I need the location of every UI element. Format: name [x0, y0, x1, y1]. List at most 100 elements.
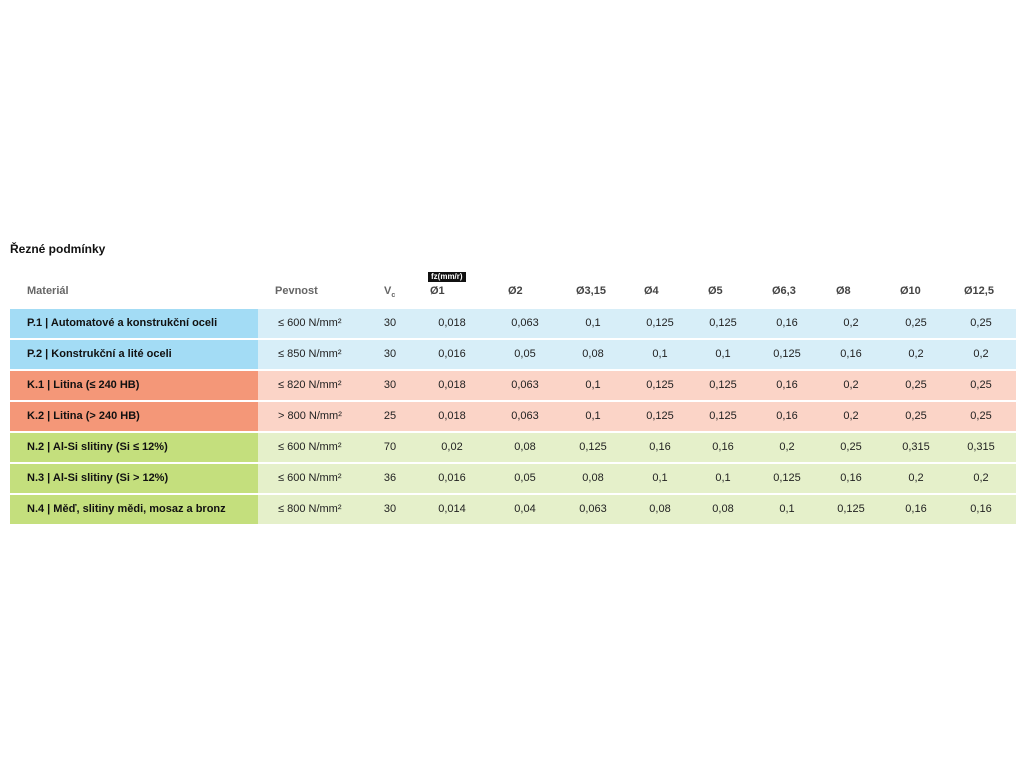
material-name: N.4 | Měď, slitiny mědi, mosaz a bronz	[27, 503, 226, 515]
feed-value: 0,125	[579, 441, 607, 453]
material-name: K.1 | Litina (≤ 240 HB)	[27, 379, 140, 391]
feed-value: 0,16	[970, 503, 992, 515]
feed-value: 0,016	[438, 348, 466, 360]
vc-symbol: V	[384, 285, 392, 297]
feed-value: 0,315	[902, 441, 930, 453]
feed-value: 0,2	[779, 441, 795, 453]
values-cell: ≤ 600 N/mm² 36 0,016 0,05 0,08 0,1 0,1 0,125 0,1…	[258, 464, 1016, 493]
material-name: P.1 | Automatové a konstrukční oceli	[27, 317, 218, 329]
feed-value: 0,16	[840, 472, 862, 484]
feed-value: 0,125	[837, 503, 865, 515]
feed-value: 0,125	[646, 379, 674, 391]
material-name: N.3 | Al-Si slitiny (Si > 12%)	[27, 472, 169, 484]
feed-value: 0,2	[843, 379, 859, 391]
feed-value: 0,315	[967, 441, 995, 453]
feed-value: 0,2	[843, 410, 859, 422]
header-diameter: Ø5	[708, 285, 723, 297]
feed-value: 0,1	[585, 317, 601, 329]
table-row: K.2 | Litina (> 240 HB) > 800 N/mm² 25 0,01…	[10, 402, 1016, 431]
feed-value: 0,04	[514, 503, 536, 515]
feed-value: 0,125	[709, 410, 737, 422]
feed-value: 0,018	[438, 317, 466, 329]
header-diameter: Ø6,3	[772, 285, 796, 297]
feed-value: 0,16	[649, 441, 671, 453]
material-cell: K.2 | Litina (> 240 HB)	[10, 402, 258, 431]
values-cell: > 800 N/mm² 25 0,018 0,063 0,1 0,125 0,125 0,16…	[258, 402, 1016, 431]
feed-value: 0,08	[582, 348, 604, 360]
feed-value: 0,25	[840, 441, 862, 453]
feed-value: 0,125	[773, 348, 801, 360]
values-cell: ≤ 800 N/mm² 30 0,014 0,04 0,063 0,08 0,08 0,1 0,…	[258, 495, 1016, 524]
feed-value: 0,125	[646, 410, 674, 422]
material-name: N.2 | Al-Si slitiny (Si ≤ 12%)	[27, 441, 168, 453]
cutting-speed: 25	[383, 410, 397, 422]
material-cell: K.1 | Litina (≤ 240 HB)	[10, 371, 258, 400]
feed-value: 0,25	[905, 317, 927, 329]
feed-value: 0,2	[973, 472, 989, 484]
cutting-speed: 70	[383, 441, 397, 453]
feed-value: 0,2	[843, 317, 859, 329]
feed-value: 0,08	[712, 503, 734, 515]
header-diameter: Ø1	[430, 285, 445, 297]
strength: ≤ 600 N/mm²	[278, 472, 342, 484]
header-diameter: Ø8	[836, 285, 851, 297]
feed-value: 0,063	[511, 410, 539, 422]
header-diameter: Ø10	[900, 285, 921, 297]
feed-value: 0,018	[438, 379, 466, 391]
feed-value: 0,018	[438, 410, 466, 422]
cutting-speed: 36	[383, 472, 397, 484]
feed-value: 0,16	[905, 503, 927, 515]
table-row: N.2 | Al-Si slitiny (Si ≤ 12%) ≤ 600 N/mm…	[10, 433, 1016, 462]
feed-value: 0,1	[585, 410, 601, 422]
feed-value: 0,016	[438, 472, 466, 484]
fz-label: fz(mm/r)	[428, 272, 466, 282]
values-cell: ≤ 600 N/mm² 30 0,018 0,063 0,1 0,125 0,125 0,16…	[258, 309, 1016, 338]
strength: ≤ 600 N/mm²	[278, 441, 342, 453]
header-diameter: Ø3,15	[576, 285, 606, 297]
strength: ≤ 600 N/mm²	[278, 317, 342, 329]
material-cell: P.1 | Automatové a konstrukční oceli	[10, 309, 258, 338]
feed-value: 0,02	[441, 441, 463, 453]
header-vc: Vc	[384, 285, 395, 299]
feed-value: 0,16	[840, 348, 862, 360]
material-cell: N.2 | Al-Si slitiny (Si ≤ 12%)	[10, 433, 258, 462]
feed-value: 0,1	[652, 472, 668, 484]
feed-value: 0,125	[709, 317, 737, 329]
feed-value: 0,125	[773, 472, 801, 484]
feed-value: 0,125	[646, 317, 674, 329]
vc-subscript: c	[391, 292, 396, 300]
values-cell: ≤ 820 N/mm² 30 0,018 0,063 0,1 0,125 0,125 0,16…	[258, 371, 1016, 400]
material-cell: N.4 | Měď, slitiny mědi, mosaz a bronz	[10, 495, 258, 524]
material-name: P.2 | Konstrukční a lité oceli	[27, 348, 172, 360]
table-row: N.4 | Měď, slitiny mědi, mosaz a bronz ≤ …	[10, 495, 1016, 524]
feed-value: 0,16	[712, 441, 734, 453]
feed-value: 0,2	[908, 472, 924, 484]
header-material: Materiál	[27, 285, 69, 297]
feed-value: 0,1	[715, 472, 731, 484]
feed-value: 0,08	[514, 441, 536, 453]
values-cell: ≤ 600 N/mm² 70 0,02 0,08 0,125 0,16 0,16 0,2 0,2…	[258, 433, 1016, 462]
feed-value: 0,063	[511, 379, 539, 391]
table-row: P.1 | Automatové a konstrukční oceli ≤ 60…	[10, 309, 1016, 338]
table-title: Řezné podmínky	[10, 242, 106, 256]
material-cell: N.3 | Al-Si slitiny (Si > 12%)	[10, 464, 258, 493]
feed-value: 0,05	[514, 472, 536, 484]
values-cell: ≤ 850 N/mm² 30 0,016 0,05 0,08 0,1 0,1 0,125 0,1…	[258, 340, 1016, 369]
cutting-speed: 30	[383, 348, 397, 360]
feed-value: 0,1	[715, 348, 731, 360]
cutting-speed: 30	[383, 379, 397, 391]
feed-value: 0,16	[776, 317, 798, 329]
feed-value: 0,2	[908, 348, 924, 360]
header-strength: Pevnost	[275, 285, 318, 297]
strength: > 800 N/mm²	[278, 410, 342, 422]
feed-value: 0,1	[779, 503, 795, 515]
material-name: K.2 | Litina (> 240 HB)	[27, 410, 140, 422]
header-diameter: Ø12,5	[964, 285, 994, 297]
feed-value: 0,014	[438, 503, 466, 515]
header-diameter: Ø2	[508, 285, 523, 297]
feed-value: 0,05	[514, 348, 536, 360]
feed-value: 0,08	[582, 472, 604, 484]
feed-value: 0,063	[511, 317, 539, 329]
feed-value: 0,25	[970, 317, 992, 329]
